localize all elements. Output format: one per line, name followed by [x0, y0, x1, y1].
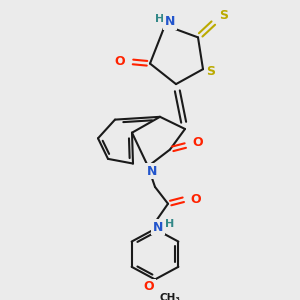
Text: O: O [191, 193, 201, 206]
Text: H: H [155, 14, 165, 24]
Text: N: N [165, 15, 175, 28]
Text: S: S [220, 9, 229, 22]
Text: CH₃: CH₃ [160, 293, 181, 300]
Text: O: O [193, 136, 203, 149]
Text: S: S [206, 64, 215, 77]
Text: O: O [115, 55, 125, 68]
Text: N: N [153, 220, 163, 234]
Text: H: H [165, 219, 175, 229]
Text: O: O [144, 280, 154, 293]
Text: N: N [147, 164, 157, 178]
